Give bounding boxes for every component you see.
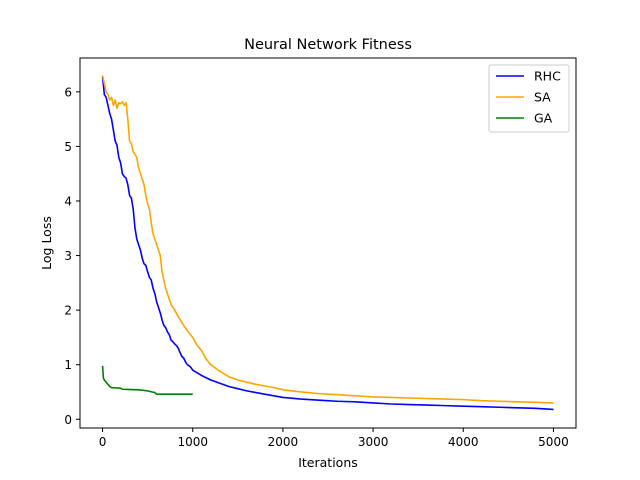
series-line-rhc bbox=[101, 76, 554, 411]
x-tick-label: 5000 bbox=[538, 435, 569, 449]
x-tick-label: 3000 bbox=[358, 435, 389, 449]
legend: RHC SA GA bbox=[488, 64, 570, 133]
chart-title: Neural Network Fitness bbox=[244, 37, 412, 53]
x-tick-label: 2000 bbox=[268, 435, 299, 449]
y-tick-label: 5 bbox=[64, 140, 72, 154]
axes-frame bbox=[79, 57, 577, 429]
x-tick-label: 1000 bbox=[177, 435, 208, 449]
y-tick-label: 2 bbox=[64, 304, 72, 318]
series-line-ga bbox=[101, 365, 193, 395]
plot-area: 0 1000 2000 3000 4000 5000 0 1 2 3 4 5 6 bbox=[64, 57, 577, 449]
series-line-sa bbox=[101, 75, 554, 404]
x-axis: 0 1000 2000 3000 4000 5000 bbox=[99, 428, 569, 449]
legend-label: SA bbox=[534, 90, 551, 105]
x-axis-label: Iterations bbox=[298, 455, 358, 470]
legend-label: GA bbox=[534, 111, 553, 126]
x-tick-label: 4000 bbox=[448, 435, 479, 449]
series-lines bbox=[101, 75, 554, 411]
y-axis: 0 1 2 3 4 5 6 bbox=[64, 85, 80, 427]
y-tick-label: 3 bbox=[64, 249, 72, 263]
y-tick-label: 0 bbox=[64, 413, 72, 427]
y-axis-label: Log Loss bbox=[39, 216, 54, 270]
legend-label: RHC bbox=[534, 69, 561, 84]
y-tick-label: 6 bbox=[64, 85, 72, 99]
x-tick-label: 0 bbox=[99, 435, 107, 449]
legend-frame bbox=[488, 64, 570, 133]
y-tick-label: 4 bbox=[64, 194, 72, 208]
y-tick-label: 1 bbox=[64, 358, 72, 372]
